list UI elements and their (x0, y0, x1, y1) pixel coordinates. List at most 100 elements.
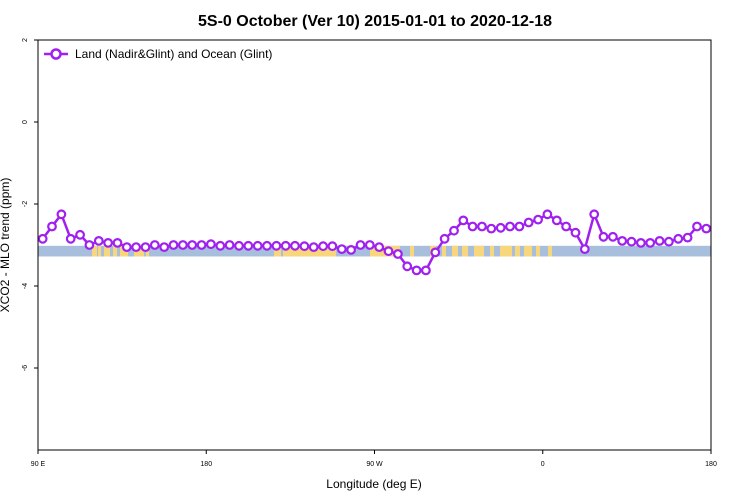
x-tick-label: 90 E (31, 461, 46, 468)
data-point (290, 240, 300, 251)
data-point (589, 209, 600, 220)
x-axis-label: Longitude (deg E) (326, 477, 421, 491)
land-patch (113, 245, 117, 257)
y-tick-label: -4 (22, 283, 29, 289)
data-point (205, 239, 216, 250)
land-patch (474, 245, 484, 257)
data-point (47, 221, 57, 232)
data-point (682, 232, 693, 243)
data-point (252, 240, 263, 251)
data-point (327, 241, 338, 252)
data-point (121, 242, 132, 253)
land-patch (134, 245, 144, 257)
data-point (93, 235, 104, 246)
land-patch (524, 245, 532, 257)
data-point (645, 237, 656, 248)
data-point (56, 209, 67, 220)
land-patch (98, 245, 101, 257)
data-point (561, 221, 571, 232)
series-group (37, 209, 712, 276)
data-point (636, 237, 646, 248)
data-point (318, 241, 329, 252)
data-point (262, 240, 272, 251)
data-point (673, 233, 684, 244)
land-patch (548, 245, 552, 257)
data-point (187, 240, 198, 250)
data-point (112, 237, 123, 248)
x-tick-label: 180 (705, 461, 717, 468)
data-point (626, 236, 637, 247)
chart-title: 5S-0 October (Ver 10) 2015-01-01 to 2020… (198, 13, 552, 30)
legend: Land (Nadir&Glint) and Ocean (Glint) (39, 42, 289, 66)
data-point (103, 237, 113, 248)
series-line (41, 213, 707, 272)
legend-box (39, 42, 289, 66)
data-point (542, 209, 553, 220)
data-point (692, 221, 702, 232)
data-point (514, 221, 525, 232)
data-point (168, 240, 179, 250)
land-patch (462, 245, 468, 257)
land-patch (104, 245, 110, 257)
data-point (299, 241, 310, 252)
data-point (505, 221, 515, 232)
data-point (551, 215, 562, 226)
x-tick-label: 180 (200, 461, 212, 468)
x-tick-label: 90 W (366, 461, 383, 468)
data-point (523, 217, 534, 228)
data-point (140, 242, 151, 253)
data-point (477, 221, 487, 232)
land-patch (490, 245, 494, 257)
data-point (608, 231, 618, 242)
data-point (374, 242, 385, 253)
x-axis-ticks: 90 E 180 90 W 0 180 (31, 450, 717, 468)
data-point (84, 240, 95, 250)
y-tick-label: -6 (22, 365, 29, 371)
data-point (654, 235, 665, 246)
data-point (664, 236, 674, 247)
data-point (393, 249, 403, 259)
land-patch (92, 245, 97, 257)
land-patch (500, 245, 512, 257)
data-point (364, 240, 375, 250)
data-point (486, 223, 497, 234)
data-point (402, 261, 413, 272)
data-point (65, 233, 76, 244)
data-point (308, 242, 319, 253)
data-point (346, 244, 357, 255)
land-patch (410, 245, 414, 257)
data-point (336, 244, 347, 255)
data-point (411, 265, 422, 276)
data-point (243, 240, 254, 251)
land-patch (442, 245, 446, 257)
land-patch (283, 245, 336, 257)
legend-marker-symbol (50, 48, 62, 60)
data-point (430, 247, 441, 258)
data-point (533, 214, 543, 225)
data-point (280, 240, 291, 251)
data-point (598, 231, 609, 242)
data-point (271, 240, 282, 251)
data-point (159, 242, 170, 253)
data-point (458, 215, 469, 226)
land-patch (515, 245, 520, 257)
land-patch (120, 245, 128, 257)
data-point (75, 229, 85, 240)
data-point (149, 240, 160, 250)
data-point (617, 235, 628, 246)
data-point (131, 242, 142, 253)
data-point (579, 244, 590, 255)
land-patch (452, 245, 458, 257)
data-point (355, 240, 366, 250)
data-point (37, 233, 48, 244)
land-patch (274, 245, 281, 257)
data-point (383, 246, 394, 257)
x-tick-label: 0 (541, 461, 545, 468)
data-point (467, 221, 478, 232)
data-point (234, 240, 244, 251)
data-point (495, 222, 506, 233)
land-patch (536, 245, 540, 257)
y-axis-label: XCO2 - MLO trend (ppm) (0, 178, 12, 313)
y-tick-label: 0 (22, 120, 29, 124)
data-point (449, 225, 459, 236)
